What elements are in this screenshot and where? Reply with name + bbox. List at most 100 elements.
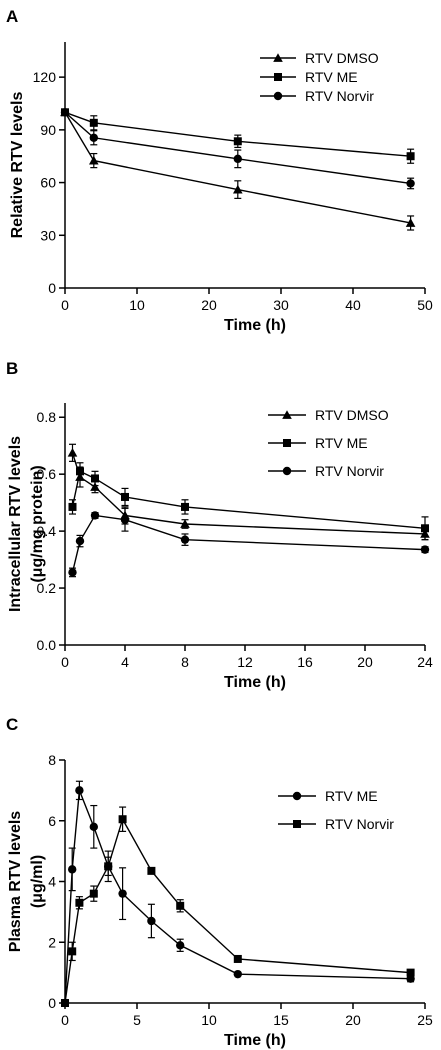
y-tick-label: 90 [40,122,56,138]
data-point [104,862,113,871]
series-rtv-dmso [67,443,430,541]
y-axis-title: Plasma RTV levels [7,811,24,953]
y-tick-label: 0.6 [37,466,57,482]
data-point [181,502,189,511]
legend-label: RTV DMSO [305,50,379,66]
legend-entry: RTV ME [278,788,378,804]
data-point [120,515,130,524]
legend-entry: RTV Norvir [260,88,374,104]
x-tick-label: 25 [417,1012,433,1028]
y-tick-label: 120 [33,69,57,85]
legend-label: RTV DMSO [315,407,389,423]
x-tick-label: 50 [417,297,433,313]
data-point [233,969,242,979]
y-axis-title: Relative RTV levels [9,92,26,239]
data-point [89,118,98,127]
data-point [60,108,70,117]
series-rtv-norvir [68,507,430,578]
x-tick-label: 16 [297,654,313,670]
y-tick-label: 8 [48,752,56,768]
data-point [89,133,99,142]
y-tick-label: 30 [40,227,56,243]
data-point [75,898,84,907]
data-point [420,545,430,554]
data-point [405,218,416,227]
data-point [89,822,99,832]
legend-entry: RTV DMSO [268,407,389,423]
x-tick-label: 20 [201,297,217,313]
y-tick-label: 4 [48,874,56,890]
legend-label: RTV ME [325,788,378,804]
x-tick-label: 0 [61,1012,69,1028]
legend-marker [273,91,283,101]
y-axis-title-units: (μg/mg protein) [29,465,46,582]
chart-panel-b: B 0 4 8 12 16 20 24 0.0 0.2 0.4 0.6 0.8 Time (h) Intra… [6,359,433,691]
data-point [233,184,243,194]
data-point [76,467,84,476]
legend-label: RTV Norvir [325,816,394,832]
series-rtv-norvir [60,108,415,190]
legend-marker [283,439,291,447]
data-point [89,155,99,165]
data-point [75,536,85,546]
legend-label: RTV ME [315,435,368,451]
data-point [147,866,156,875]
legend-marker [292,791,302,801]
data-point [180,535,190,544]
y-tick-label: 0.0 [37,637,57,653]
series-line [64,790,411,1004]
data-point [68,502,77,511]
panel-label: C [6,715,18,734]
data-point [61,999,69,1007]
data-point [68,568,77,577]
x-tick-label: 8 [181,654,189,670]
data-point [406,152,415,161]
legend-marker [293,820,301,828]
x-tick-label: 20 [345,1012,361,1028]
x-tick-label: 5 [133,1012,141,1028]
series-rtv-norvir [61,806,415,1007]
y-tick-label: 2 [48,934,56,950]
x-tick-label: 20 [357,654,373,670]
panel-label: A [6,7,18,26]
legend-entry: RTV DMSO [260,50,379,66]
legend-entry: RTV Norvir [278,816,394,832]
x-axis-title: Time (h) [224,317,286,334]
data-point [68,865,77,874]
x-tick-label: 30 [273,297,289,313]
y-tick-label: 0 [48,995,56,1011]
series-line [64,111,411,185]
data-point [121,492,129,501]
x-tick-label: 10 [201,1012,217,1028]
x-tick-label: 0 [61,297,69,313]
y-axis-title: Intracellular RTV levels [7,436,24,612]
x-tick-label: 0 [61,654,69,670]
data-point [176,941,185,950]
y-axis-title-units: (μg/ml) [29,855,46,908]
x-tick-label: 15 [273,1012,289,1028]
legend-marker [274,73,282,81]
legend-entry: RTV Norvir [268,463,384,479]
legend-label: RTV Norvir [315,463,384,479]
data-point [118,889,127,898]
series-line [64,817,411,1004]
x-tick-label: 10 [129,297,145,313]
y-tick-label: 0.2 [37,580,57,596]
y-tick-label: 0.4 [37,523,57,539]
legend-marker [282,410,292,419]
data-point [91,474,99,483]
chart-panel-a: A 0 10 20 30 40 50 0 30 60 90 120 Time (h) Relative R… [6,7,433,334]
data-point [67,448,78,457]
y-tick-label: 0.8 [37,409,57,425]
data-point [233,954,242,963]
data-point [233,137,242,146]
x-axis-title: Time (h) [224,1032,286,1049]
legend-label: RTV ME [305,69,358,85]
x-tick-label: 4 [121,654,129,670]
x-tick-label: 12 [237,654,253,670]
panel-label: B [6,359,18,378]
data-point [180,519,190,528]
y-tick-label: 60 [40,175,56,191]
data-point [89,889,98,898]
